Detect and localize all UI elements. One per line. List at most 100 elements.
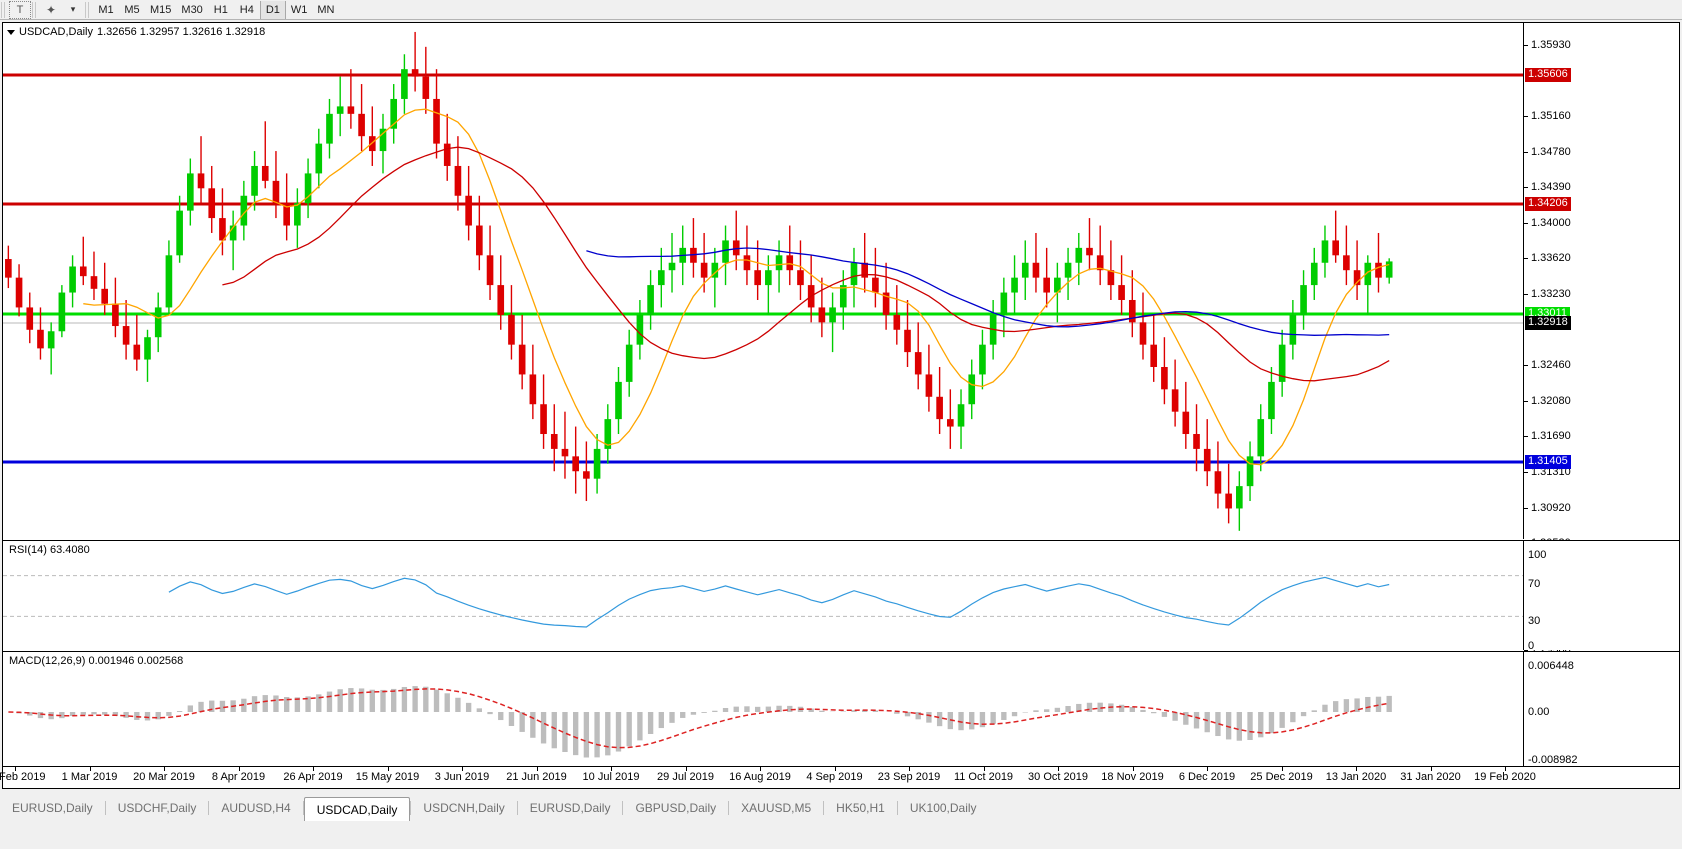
time-label: 13 Jan 2020 <box>1325 771 1387 783</box>
symbol-ohlc: 1.32656 1.32957 1.32616 1.32918 <box>96 26 266 38</box>
chart-tab-hk50-h1[interactable]: HK50,H1 <box>836 801 885 815</box>
time-tick <box>1505 767 1506 771</box>
symbol-header: USDCAD,Daily 1.32656 1.32957 1.32616 1.3… <box>7 26 265 38</box>
rsi-axis[interactable]: 100 70 30 0 <box>1523 541 1679 652</box>
chart-tab-bar: EURUSD,Daily USDCHF,Daily AUDUSD,H4 USDCAD,… <box>0 791 1682 849</box>
indicators-icon[interactable]: ✦ <box>45 2 57 17</box>
timeframe-m15[interactable]: M15 <box>150 3 172 16</box>
time-tick <box>89 767 91 771</box>
chart-tab-eurusd-daily[interactable]: EURUSD,Daily <box>529 801 611 815</box>
dropdown-arrow-icon[interactable]: ▾ <box>70 4 76 14</box>
time-tick <box>1281 767 1283 771</box>
time-label: 4 Sep 2019 <box>806 771 863 783</box>
timeframe-d1[interactable]: D1 <box>259 0 286 19</box>
chart-tab-uk100-daily[interactable]: UK100,Daily <box>909 801 977 815</box>
time-tick <box>1058 767 1059 771</box>
time-tick <box>1132 767 1134 771</box>
tab-divider <box>823 801 825 815</box>
time-label: 18 Nov 2019 <box>1101 771 1164 783</box>
price-level-tag-resistance[interactable]: 1.35606 <box>1525 68 1571 82</box>
time-label: 31 Jan 2020 <box>1400 771 1461 783</box>
macd-label: MACD(12,26,9) 0.001946 0.002568 <box>9 655 184 667</box>
chart-area[interactable]: USDCAD,Daily 1.32656 1.32957 1.32616 1.3… <box>2 22 1680 767</box>
rsi-tick: 0 <box>1528 640 1535 652</box>
symbol-title: USDCAD,Daily <box>19 26 93 38</box>
time-tick <box>983 767 985 771</box>
rsi-plot[interactable] <box>3 541 1523 650</box>
time-label: 10 Jul 2019 <box>582 771 640 783</box>
time-label: 3 Jun 2019 <box>434 771 490 783</box>
macd-axis[interactable]: 0.006448 0.00 -0.008982 <box>1523 652 1679 766</box>
price-tick: 1.35930 <box>1524 39 1571 51</box>
time-label: 25 Dec 2019 <box>1250 771 1313 783</box>
price-tick: 1.33620 <box>1524 252 1571 264</box>
toolbar-grip[interactable] <box>1 1 7 18</box>
time-label: 21 Jun 2019 <box>506 771 567 783</box>
price-pane[interactable]: USDCAD,Daily 1.32656 1.32957 1.32616 1.3… <box>3 23 1679 656</box>
timeframe-m1[interactable]: M1 <box>98 3 114 16</box>
text-tool-icon[interactable]: T <box>9 0 31 19</box>
tab-divider <box>104 801 106 815</box>
price-axis[interactable]: 1.35930 1.35160 1.34780 1.34390 1.34000 1.336… <box>1523 23 1679 656</box>
macd-pane[interactable]: MACD(12,26,9) 0.001946 0.002568 0.006448… <box>3 651 1679 766</box>
main-toolbar: T ✦ ▾ M1 M5 M15 M30 H1 H4 D1 W1 MN <box>0 0 1682 20</box>
time-tick <box>238 767 240 771</box>
rsi-pane[interactable]: RSI(14) 63.4080 100 70 30 0 <box>3 540 1679 652</box>
time-tick <box>1430 767 1432 771</box>
time-label: 23 Sep 2019 <box>877 771 941 783</box>
price-plot[interactable] <box>3 23 1523 539</box>
rsi-label: RSI(14) 63.4080 <box>9 544 90 556</box>
time-tick <box>387 767 389 771</box>
macd-tick: -0.008982 <box>1528 754 1578 766</box>
price-tick: 1.34000 <box>1524 217 1571 229</box>
price-tick: 1.31310 <box>1524 466 1571 478</box>
toolbar-grip-2[interactable] <box>32 1 38 18</box>
chart-tab-audusd-h4[interactable]: AUDUSD,H4 <box>221 801 291 815</box>
chart-tab-eurusd-daily[interactable]: EURUSD,Daily <box>12 801 93 815</box>
timeframe-mn[interactable]: MN <box>317 3 335 16</box>
time-tick <box>611 767 612 771</box>
time-tick <box>909 767 910 771</box>
rsi-tick: 70 <box>1528 578 1541 590</box>
time-label: 1 Mar 2019 <box>61 771 118 783</box>
time-label: 30 Oct 2019 <box>1028 771 1088 783</box>
price-level-tag-support[interactable]: 1.31405 <box>1525 455 1571 469</box>
tab-divider <box>302 801 304 815</box>
chart-tab-xauusd-m5[interactable]: XAUUSD,M5 <box>741 801 812 815</box>
time-label: 15 May 2019 <box>355 771 420 783</box>
price-tick: 1.35160 <box>1524 110 1571 122</box>
price-level-tag-resistance[interactable]: 1.34206 <box>1525 197 1571 211</box>
timeframe-m30[interactable]: M30 <box>181 3 203 16</box>
chart-tab-usdcad-daily[interactable]: USDCAD,Daily <box>303 797 411 821</box>
macd-plot[interactable] <box>3 652 1523 766</box>
price-level-tag-last-price[interactable]: 1.32918 <box>1525 316 1571 330</box>
tab-divider <box>410 801 412 815</box>
timeframe-h4[interactable]: H4 <box>239 3 254 16</box>
rsi-tick: 30 <box>1528 615 1541 627</box>
tab-divider <box>728 801 730 815</box>
time-tick <box>685 767 687 771</box>
timeframe-w1[interactable]: W1 <box>290 3 308 16</box>
price-tick: 1.33230 <box>1524 288 1571 300</box>
tab-divider <box>896 801 898 815</box>
chart-tab-gbpusd-daily[interactable]: GBPUSD,Daily <box>635 801 717 815</box>
toolbar-grip-3[interactable] <box>85 1 91 18</box>
time-tick <box>313 767 314 771</box>
time-label: 11 Feb 2019 <box>0 771 46 783</box>
collapse-icon[interactable] <box>7 29 15 35</box>
time-axis[interactable]: 11 Feb 2019 1 Mar 2019 20 Mar 2019 8 Apr 20… <box>0 767 1680 789</box>
chart-tab-usdchf-daily[interactable]: USDCHF,Daily <box>117 801 197 815</box>
time-label: 26 Apr 2019 <box>283 771 343 783</box>
chart-tab-usdcnh-daily[interactable]: USDCNH,Daily <box>423 801 505 815</box>
timeframe-m5[interactable]: M5 <box>124 3 140 16</box>
macd-tick: 0.00 <box>1528 706 1550 718</box>
time-tick <box>834 767 836 771</box>
tab-divider <box>208 801 210 815</box>
price-tick: 1.34780 <box>1524 146 1571 158</box>
time-label: 6 Dec 2019 <box>1178 771 1236 783</box>
macd-tick: 0.006448 <box>1528 660 1574 672</box>
price-tick: 1.32460 <box>1524 359 1571 371</box>
timeframe-h1[interactable]: H1 <box>213 3 228 16</box>
time-label: 29 Jul 2019 <box>657 771 714 783</box>
